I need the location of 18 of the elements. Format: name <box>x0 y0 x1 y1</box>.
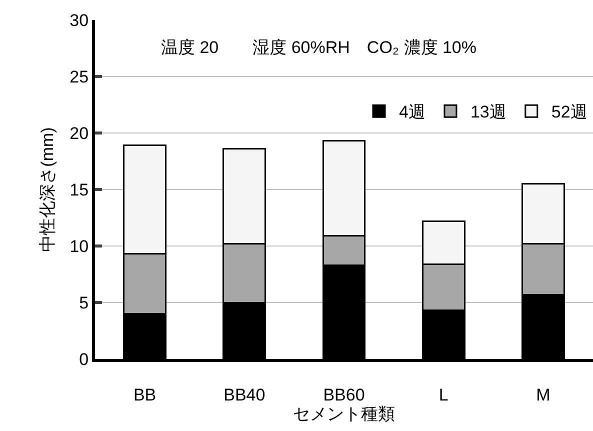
y-tick-label: 25 <box>70 67 89 86</box>
x-axis-title: セメント種類 <box>293 404 395 424</box>
y-tick-label: 20 <box>70 124 89 143</box>
y-tick-label: 10 <box>70 236 89 256</box>
x-tick-label: BB <box>133 385 156 404</box>
legend-label: 52週 <box>551 102 588 122</box>
y-tick-label: 30 <box>70 10 89 30</box>
y-tick-label: 15 <box>70 180 89 200</box>
y-axis-title: 中性化深さ(mm) <box>38 127 58 252</box>
y-tick-label: 5 <box>79 293 89 312</box>
annotation: 温度 20 湿度 60%RH CO₂ 濃度 10% <box>161 38 477 57</box>
legend-label: 13週 <box>470 102 506 122</box>
y-tick-label: 0 <box>79 350 89 369</box>
x-tick-label: BB40 <box>224 385 266 404</box>
x-tick-label: BB60 <box>323 385 365 404</box>
x-tick-label: L <box>438 385 448 404</box>
legend-label: 4週 <box>399 102 426 122</box>
x-tick-label: M <box>536 385 550 404</box>
